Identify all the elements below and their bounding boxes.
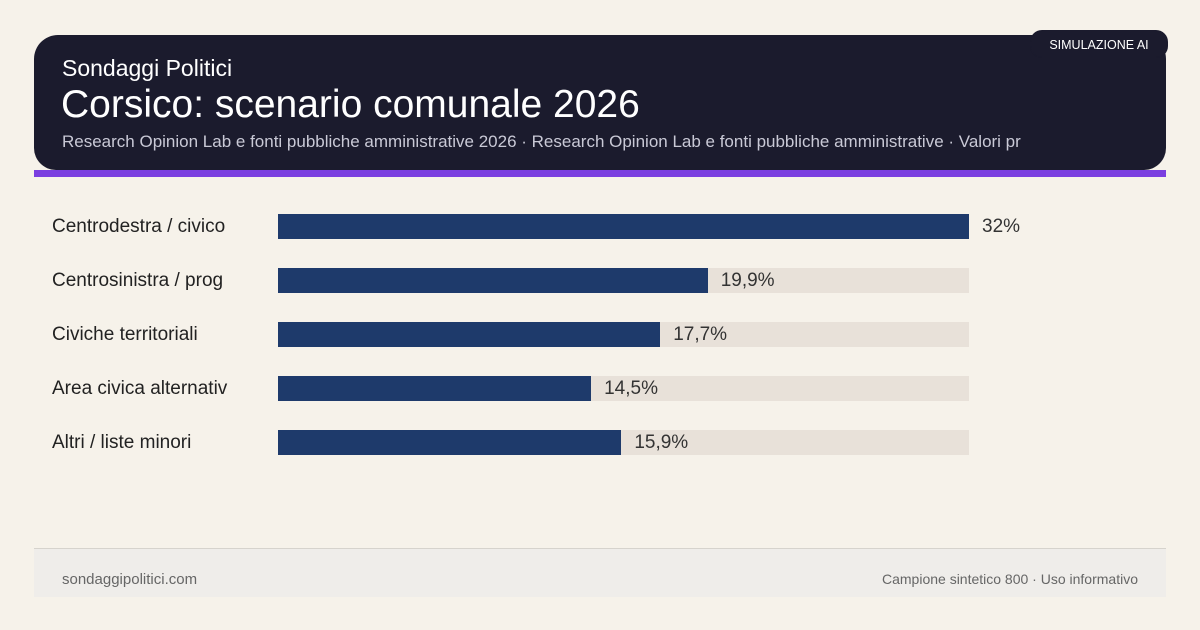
- footer-note: Campione sintetico 800 · Uso informativo: [881, 571, 1138, 587]
- bar-row: Civiche territoriali 17,7%: [0, 322, 1200, 347]
- category-label: Civiche territoriali: [52, 324, 198, 345]
- subtitle: Research Opinion Lab e fonti pubbliche a…: [62, 132, 1021, 151]
- value-label: 19,9%: [720, 270, 775, 291]
- category-label: Centrosinistra / prog: [52, 270, 224, 291]
- bar: [278, 322, 661, 347]
- value-label: 17,7%: [673, 324, 728, 345]
- simulation-badge: SIMULAZIONE AI: [1030, 30, 1168, 58]
- footer: sondaggipolitici.com Campione sintetico …: [34, 548, 1166, 597]
- bar-row: Area civica alternativ 14,5%: [0, 376, 1200, 401]
- bar-row: Altri / liste minori 15,9%: [0, 430, 1200, 455]
- footer-site: sondaggipolitici.com: [62, 571, 198, 588]
- bar: [278, 268, 708, 293]
- header: Sondaggi Politici Corsico: scenario comu…: [34, 35, 1166, 170]
- bar: [278, 214, 969, 239]
- bar: [278, 430, 622, 455]
- value-label: 32%: [982, 216, 1021, 237]
- category-label: Centrodestra / civico: [52, 216, 226, 237]
- value-label: 15,9%: [634, 432, 689, 453]
- page-title: Corsico: scenario comunale 2026: [61, 83, 640, 126]
- bar-row: Centrosinistra / prog 19,9%: [0, 268, 1200, 293]
- brand: Sondaggi Politici: [62, 55, 233, 81]
- category-label: Altri / liste minori: [52, 432, 192, 453]
- bar-row: Centrodestra / civico 32%: [0, 214, 1200, 239]
- bar: [278, 376, 592, 401]
- category-label: Area civica alternativ: [52, 378, 228, 399]
- accent-line: [34, 170, 1166, 177]
- value-label: 14,5%: [604, 378, 658, 399]
